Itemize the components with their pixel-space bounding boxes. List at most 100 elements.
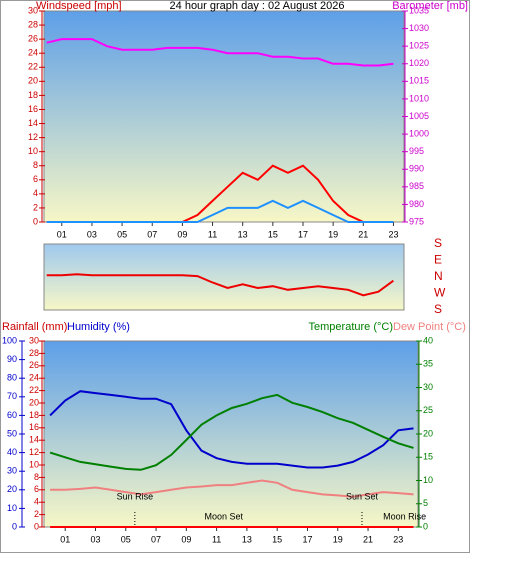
tick-label: 995 <box>409 146 424 156</box>
x-tick-label: 13 <box>238 229 248 239</box>
tick-label: 985 <box>409 181 424 191</box>
series-line <box>49 390 414 469</box>
tick-label: 14 <box>29 435 39 445</box>
tick-label: 15 <box>423 452 433 462</box>
tick-label: 4 <box>34 497 39 507</box>
x-tick-label: 15 <box>268 229 278 239</box>
tick-label: 50 <box>7 428 17 438</box>
tick-label: 40 <box>423 335 433 345</box>
tick-label: 60 <box>7 410 17 420</box>
axis-label: Barometer [mb] <box>392 0 468 12</box>
series-line <box>46 38 394 67</box>
tick-label: 30 <box>7 466 17 476</box>
series-line <box>46 273 394 297</box>
x-tick-label: 15 <box>272 534 282 544</box>
tick-label: N <box>434 269 443 283</box>
tick-label: 10 <box>29 459 39 469</box>
x-tick-label: 17 <box>302 534 312 544</box>
x-tick-label: 17 <box>298 229 308 239</box>
tick-label: 8 <box>33 160 38 170</box>
tick-label: 0 <box>33 216 38 226</box>
tick-label: 26 <box>29 360 39 370</box>
tick-label: 80 <box>7 373 17 383</box>
tick-label: 10 <box>7 503 17 513</box>
tick-label: 100 <box>2 335 17 345</box>
tick-label: 24 <box>29 373 39 383</box>
tick-label: 20 <box>423 428 433 438</box>
tick-label: 18 <box>29 410 39 420</box>
tick-label: 6 <box>34 484 39 494</box>
tick-label: 5 <box>423 498 428 508</box>
x-tick-label: 23 <box>388 229 398 239</box>
tick-label: 12 <box>28 132 38 142</box>
tick-label: 20 <box>7 484 17 494</box>
annotation: Sun Set <box>346 491 379 501</box>
tick-label: 35 <box>423 359 433 369</box>
plot-area <box>43 10 405 223</box>
x-tick-label: 19 <box>333 534 343 544</box>
series-line <box>49 393 414 471</box>
x-tick-label: 11 <box>212 534 221 544</box>
axis-label: 24 hour graph day : 02 August 2026 <box>170 0 345 12</box>
tick-label: 16 <box>29 422 39 432</box>
tick-label: W <box>434 286 446 300</box>
x-tick-label: 07 <box>151 534 161 544</box>
tick-label: E <box>434 253 442 267</box>
tick-label: 30 <box>423 382 433 392</box>
annotation: Moon Set <box>205 511 244 521</box>
x-tick-label: 05 <box>121 534 131 544</box>
tick-label: 16 <box>28 104 38 114</box>
x-tick-label: 07 <box>147 229 157 239</box>
axis-label: Temperature (°C) <box>309 321 393 333</box>
x-tick-label: 23 <box>393 534 403 544</box>
x-tick-label: 21 <box>363 534 373 544</box>
tick-label: 70 <box>7 391 17 401</box>
axis-label: Humidity (%) <box>67 321 130 333</box>
x-tick-label: 19 <box>328 229 338 239</box>
tick-label: 25 <box>423 405 433 415</box>
plot-area <box>43 243 405 311</box>
x-tick-label: 13 <box>242 534 252 544</box>
tick-label: 0 <box>12 521 17 531</box>
tick-label: 12 <box>29 447 39 457</box>
tick-label: 1005 <box>409 111 429 121</box>
axis-label: Windspeed [mph] <box>36 0 122 12</box>
x-tick-label: 03 <box>87 229 97 239</box>
annotation: Sun Rise <box>117 491 154 501</box>
x-tick-label: 05 <box>117 229 127 239</box>
tick-label: 975 <box>409 216 424 226</box>
tick-label: 1030 <box>409 23 429 33</box>
x-tick-label: 03 <box>90 534 100 544</box>
annotation: Moon Rise <box>383 511 426 521</box>
tick-label: 1015 <box>409 76 429 86</box>
x-tick-label: 01 <box>60 534 70 544</box>
tick-label: 10 <box>28 146 38 156</box>
x-tick-label: 11 <box>208 229 217 239</box>
tick-label: 22 <box>28 62 38 72</box>
x-tick-label: 09 <box>181 534 191 544</box>
tick-label: 6 <box>33 174 38 184</box>
tick-label: 1025 <box>409 41 429 51</box>
tick-label: 0 <box>34 521 39 531</box>
tick-label: 2 <box>34 509 39 519</box>
tick-label: S <box>434 236 442 250</box>
tick-label: 28 <box>28 19 38 29</box>
tick-label: 26 <box>28 34 38 44</box>
axis-label: Dew Point (°C) <box>393 321 466 333</box>
tick-label: 1000 <box>409 128 429 138</box>
tick-label: 8 <box>34 472 39 482</box>
tick-label: 14 <box>28 118 38 128</box>
tick-label: S <box>434 302 442 316</box>
x-tick-label: 21 <box>358 229 368 239</box>
tick-label: 10 <box>423 475 433 485</box>
tick-label: 90 <box>7 354 17 364</box>
tick-label: 1035 <box>409 5 429 15</box>
tick-label: 22 <box>29 385 39 395</box>
tick-label: 24 <box>28 48 38 58</box>
tick-label: 40 <box>7 447 17 457</box>
tick-label: 20 <box>28 76 38 86</box>
tick-label: 30 <box>28 5 38 15</box>
tick-label: 18 <box>28 90 38 100</box>
